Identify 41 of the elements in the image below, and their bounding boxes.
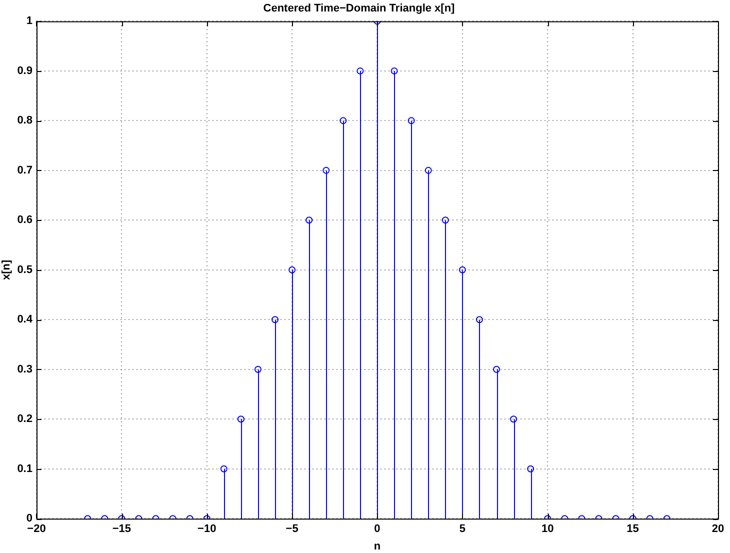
- point: [272, 316, 279, 324]
- x-axis-title: n: [374, 540, 381, 552]
- point: [476, 316, 483, 324]
- x-tick-label: −20: [27, 523, 46, 536]
- point: [288, 266, 296, 274]
- point: [510, 416, 518, 423]
- point: [340, 117, 347, 124]
- y-tick-label: 1: [26, 15, 32, 28]
- point: [356, 67, 364, 74]
- x-tick-label: 0: [374, 523, 380, 536]
- x-tick-label: 20: [712, 523, 724, 536]
- x-tick-label: −15: [112, 523, 132, 536]
- point: [220, 465, 228, 472]
- point: [458, 266, 466, 274]
- point: [527, 465, 534, 472]
- point: [424, 166, 432, 174]
- x-tick-label: −5: [286, 523, 298, 536]
- y-tick-label: 0.3: [17, 363, 32, 376]
- y-tick-label: 0: [26, 512, 32, 525]
- chart-title: Centered Time−Domain Triangle x[n]: [263, 2, 456, 15]
- y-axis-title: x[n]: [0, 259, 13, 280]
- y-tick-label: 0.2: [17, 413, 32, 426]
- y-tick-label: 0.4: [17, 314, 34, 326]
- point: [442, 216, 449, 224]
- point: [408, 117, 415, 124]
- x-tick-label: 5: [459, 523, 466, 536]
- point: [390, 67, 398, 74]
- point: [237, 416, 244, 423]
- y-tick-label: 0.5: [17, 264, 32, 276]
- y-tick-label: 0.9: [17, 64, 32, 77]
- y-tick-label: 0.6: [17, 214, 32, 226]
- point: [322, 166, 330, 174]
- x-tick-label: 10: [542, 523, 554, 536]
- point: [306, 216, 313, 224]
- y-tick-label: 0.7: [17, 164, 32, 176]
- y-tick-label: 0.8: [17, 114, 32, 127]
- point: [254, 366, 262, 373]
- x-tick-label: 15: [626, 523, 639, 536]
- point: [493, 366, 500, 373]
- y-tick-label: 0.1: [17, 462, 32, 475]
- x-tick-label: −10: [198, 523, 216, 536]
